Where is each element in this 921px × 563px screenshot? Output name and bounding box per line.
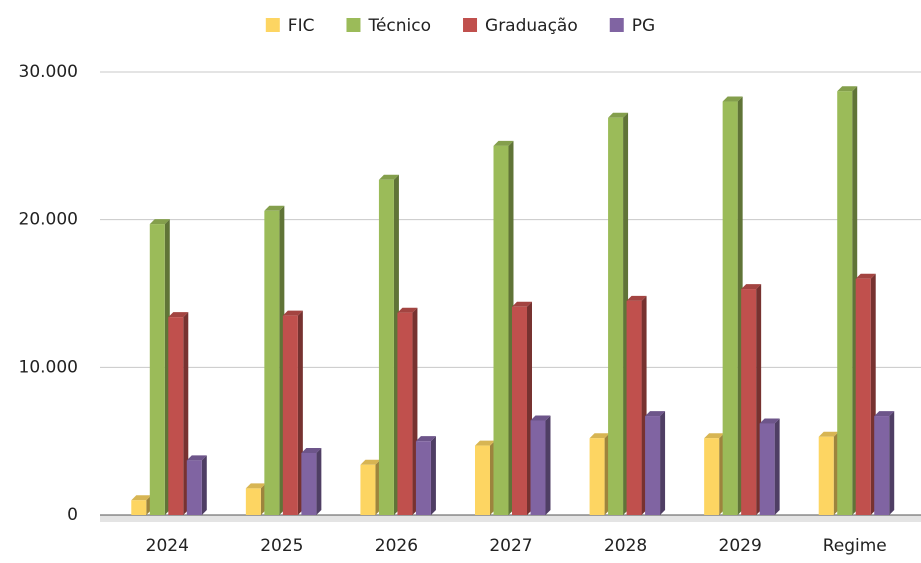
legend-swatch <box>346 18 361 32</box>
legend-item: Graduação <box>463 16 578 36</box>
bar-side <box>774 418 780 515</box>
x-tick-label: Regime <box>823 536 887 556</box>
bar-top <box>245 483 266 489</box>
bar-top <box>704 433 725 439</box>
bar <box>186 460 202 515</box>
legend-item: Técnico <box>346 16 431 36</box>
bar <box>837 91 853 516</box>
bar-top <box>186 455 207 461</box>
bar-top <box>837 86 858 92</box>
bar-top <box>264 205 285 211</box>
y-tick-label: 30.000 <box>19 62 78 82</box>
bar-top <box>415 436 436 442</box>
bar-top <box>475 440 495 446</box>
bar-top <box>759 418 780 424</box>
bar-top <box>874 411 895 417</box>
bar <box>722 101 738 516</box>
y-tick-label: 0 <box>67 505 78 525</box>
legend-swatch <box>265 18 280 32</box>
bar-top <box>131 495 152 501</box>
bar <box>493 145 509 516</box>
bar <box>626 300 642 515</box>
legend-label: FIC <box>288 16 315 36</box>
bar <box>415 441 431 515</box>
bar <box>645 416 661 515</box>
bar <box>512 306 527 515</box>
bar-top <box>360 459 381 465</box>
bar <box>475 445 490 515</box>
bar-top <box>589 433 610 439</box>
x-tick-label: 2026 <box>375 536 418 556</box>
bar-top <box>608 112 629 118</box>
x-tick-label: 2025 <box>260 536 303 556</box>
bar <box>245 488 261 515</box>
bar <box>741 289 757 515</box>
bar <box>378 179 394 515</box>
bar <box>759 423 775 515</box>
x-tick-label: 2027 <box>489 536 532 556</box>
legend-item: PG <box>609 16 655 36</box>
bar <box>704 438 720 515</box>
bar-top <box>530 415 551 421</box>
x-tick-label: 2029 <box>719 536 762 556</box>
bar-top <box>722 96 743 102</box>
bar-top <box>168 312 189 318</box>
bar <box>168 317 184 515</box>
bar-top <box>149 219 170 225</box>
bar-top <box>855 273 876 279</box>
bar-top <box>493 140 514 146</box>
floor <box>100 515 921 522</box>
bar-side <box>889 411 895 515</box>
bar-top <box>512 301 532 307</box>
bar <box>282 315 298 515</box>
bar-top <box>378 174 399 180</box>
bar-side <box>430 436 436 515</box>
bar <box>397 312 413 515</box>
bar-top <box>301 447 322 453</box>
legend-swatch <box>463 18 478 32</box>
bar <box>131 500 147 515</box>
bar-side <box>316 447 322 515</box>
bar <box>874 416 890 515</box>
bar-side <box>545 415 551 515</box>
bar-top <box>818 431 839 437</box>
bar <box>530 420 546 515</box>
bar <box>301 452 317 515</box>
y-tick-label: 10.000 <box>19 357 78 377</box>
bar-top <box>282 310 303 316</box>
bar-top <box>645 411 666 417</box>
bar <box>818 436 834 515</box>
legend-swatch <box>609 18 624 32</box>
bar-side <box>201 455 207 515</box>
bar <box>149 224 165 515</box>
x-tick-label: 2024 <box>146 536 189 556</box>
legend-label: PG <box>632 16 655 36</box>
legend-label: Graduação <box>485 16 578 36</box>
x-tick-label: 2028 <box>604 536 647 556</box>
y-tick-label: 20.000 <box>19 210 78 230</box>
bar-top <box>397 307 418 313</box>
bar <box>608 117 624 515</box>
legend-item: FIC <box>265 16 315 36</box>
bar <box>855 278 871 515</box>
bar-top <box>626 295 647 301</box>
bar-side <box>660 411 666 515</box>
bar <box>264 210 280 515</box>
legend-label: Técnico <box>367 16 431 36</box>
bar <box>589 438 605 515</box>
bar <box>360 464 376 515</box>
bar-top <box>741 284 762 290</box>
